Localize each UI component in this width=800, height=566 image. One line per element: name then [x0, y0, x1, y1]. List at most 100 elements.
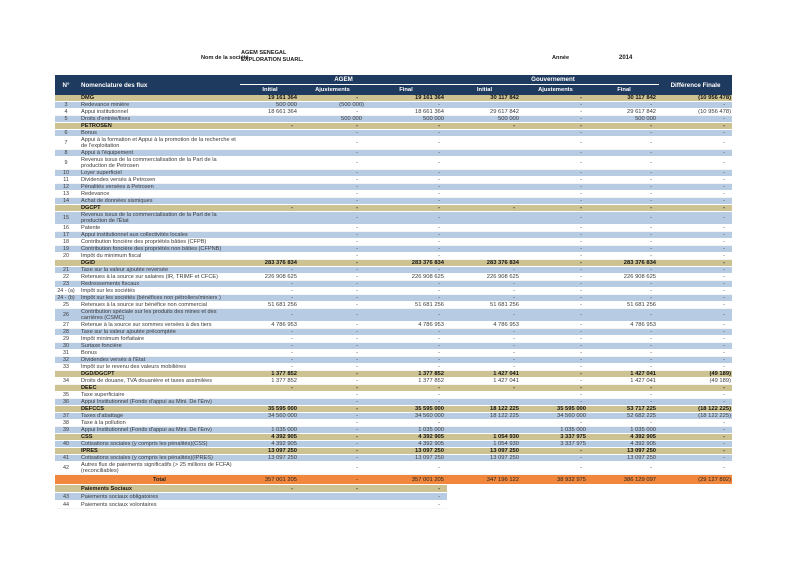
value-cell[interactable]: -	[522, 266, 589, 274]
value-cell[interactable]	[447, 211, 522, 225]
value-cell[interactable]: 1 377 852	[240, 377, 300, 385]
value-cell[interactable]: -	[365, 384, 447, 392]
value-cell[interactable]: -	[240, 122, 300, 130]
value-cell[interactable]: -	[659, 129, 733, 137]
value-cell[interactable]: -	[659, 349, 733, 357]
value-cell[interactable]: -	[365, 342, 447, 350]
value-cell[interactable]	[589, 492, 660, 501]
flux-label-cell[interactable]: IPRES	[77, 447, 240, 455]
value-cell[interactable]	[659, 484, 733, 493]
value-cell[interactable]: -	[300, 252, 365, 260]
value-cell[interactable]: -	[365, 484, 447, 493]
row-number-cell[interactable]: 17	[55, 231, 77, 239]
value-cell[interactable]: 29 617 842	[447, 108, 522, 116]
value-cell[interactable]: -	[300, 129, 365, 137]
value-cell[interactable]	[447, 176, 522, 184]
value-cell[interactable]: -	[522, 190, 589, 198]
value-cell[interactable]: -	[659, 342, 733, 350]
value-cell[interactable]: -	[659, 363, 733, 371]
value-cell[interactable]: -	[300, 245, 365, 253]
value-cell[interactable]: -	[659, 266, 733, 274]
value-cell[interactable]: 1 427 041	[589, 370, 660, 378]
value-cell[interactable]	[240, 183, 300, 191]
row-number-cell[interactable]: 5	[55, 115, 77, 123]
value-cell[interactable]: -	[589, 342, 660, 350]
row-number-cell[interactable]: 34	[55, 377, 77, 385]
flux-label-cell[interactable]: Appui Institutionnel (Fonds d'appui au M…	[77, 426, 240, 434]
flux-label-cell[interactable]: Contribution foncière des propriétés bât…	[77, 238, 240, 246]
value-cell[interactable]: 226 908 625	[589, 273, 660, 281]
value-cell[interactable]: -	[659, 440, 733, 448]
row-number-cell[interactable]: 39	[55, 426, 77, 434]
value-cell[interactable]: -	[522, 342, 589, 350]
value-cell[interactable]	[240, 461, 300, 475]
value-cell[interactable]: -	[522, 447, 589, 455]
value-cell[interactable]: -	[522, 363, 589, 371]
row-number-cell[interactable]	[55, 259, 77, 267]
value-cell[interactable]: (18 122 225)	[659, 405, 733, 413]
value-cell[interactable]: -	[589, 419, 660, 427]
value-cell[interactable]: -	[659, 287, 733, 295]
flux-label-cell[interactable]: Taxe sur la valeur ajoutée précomptée	[77, 328, 240, 336]
value-cell[interactable]	[447, 391, 522, 399]
value-cell[interactable]: -	[522, 95, 589, 102]
value-cell[interactable]: -	[447, 308, 522, 322]
row-number-cell[interactable]: 40	[55, 440, 77, 448]
value-cell[interactable]: -	[240, 356, 300, 364]
value-cell[interactable]: -	[522, 370, 589, 378]
value-cell[interactable]: -	[589, 176, 660, 184]
value-cell[interactable]: -	[365, 500, 447, 509]
value-cell[interactable]	[300, 492, 365, 501]
value-cell[interactable]: -	[300, 280, 365, 288]
value-cell[interactable]: -	[300, 231, 365, 239]
value-cell[interactable]: -	[589, 122, 660, 130]
row-number-cell[interactable]: 20	[55, 252, 77, 260]
value-cell[interactable]: 3 337 975	[522, 440, 589, 448]
value-cell[interactable]	[240, 252, 300, 260]
value-cell[interactable]: -	[240, 328, 300, 336]
value-cell[interactable]: -	[659, 190, 733, 198]
value-cell[interactable]: 4 786 953	[589, 321, 660, 329]
row-number-cell[interactable]: 13	[55, 190, 77, 198]
value-cell[interactable]: -	[522, 183, 589, 191]
value-cell[interactable]: -	[522, 238, 589, 246]
value-cell[interactable]: -	[447, 384, 522, 392]
value-cell[interactable]: -	[365, 461, 447, 475]
value-cell[interactable]: -	[300, 474, 365, 485]
value-cell[interactable]: -	[589, 245, 660, 253]
value-cell[interactable]: -	[659, 391, 733, 399]
value-cell[interactable]: 3 337 975	[522, 433, 589, 441]
value-cell[interactable]: -	[589, 183, 660, 191]
value-cell[interactable]: 1 377 852	[365, 370, 447, 378]
value-cell[interactable]: -	[589, 101, 660, 109]
value-cell[interactable]: -	[365, 156, 447, 170]
value-cell[interactable]: -	[365, 122, 447, 130]
value-cell[interactable]: -	[300, 183, 365, 191]
value-cell[interactable]: -	[447, 363, 522, 371]
value-cell[interactable]: 1 427 041	[447, 377, 522, 385]
value-cell[interactable]: -	[589, 197, 660, 205]
value-cell[interactable]: -	[522, 224, 589, 232]
value-cell[interactable]: -	[522, 169, 589, 177]
row-number-cell[interactable]: 43	[55, 492, 77, 501]
value-cell[interactable]: -	[659, 101, 733, 109]
value-cell[interactable]: -	[365, 287, 447, 295]
flux-label-cell[interactable]: Redevance minière	[77, 101, 240, 109]
value-cell[interactable]: -	[522, 101, 589, 109]
value-cell[interactable]: -	[589, 356, 660, 364]
value-cell[interactable]	[447, 484, 522, 493]
value-cell[interactable]: -	[659, 176, 733, 184]
value-cell[interactable]: -	[659, 183, 733, 191]
value-cell[interactable]: -	[589, 231, 660, 239]
value-cell[interactable]	[659, 492, 733, 501]
row-number-cell[interactable]: 26	[55, 308, 77, 322]
value-cell[interactable]: 51 681 256	[447, 301, 522, 309]
value-cell[interactable]	[240, 211, 300, 225]
flux-label-cell[interactable]: Impôt minimum forfaitaire	[77, 335, 240, 343]
value-cell[interactable]	[240, 224, 300, 232]
value-cell[interactable]	[447, 224, 522, 232]
flux-label-cell[interactable]: Appui Institutionnel (Fonds d'appui au M…	[77, 398, 240, 406]
value-cell[interactable]	[240, 492, 300, 501]
value-cell[interactable]: 4 392 905	[240, 440, 300, 448]
row-number-cell[interactable]	[55, 95, 77, 102]
